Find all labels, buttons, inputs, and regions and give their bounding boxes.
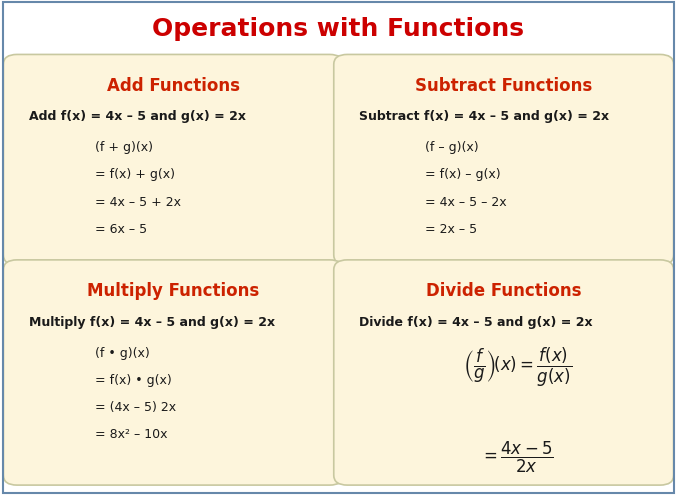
Text: Multiply f(x) = 4x – 5 and g(x) = 2x: Multiply f(x) = 4x – 5 and g(x) = 2x [29, 316, 276, 329]
Text: (f • g)(x): (f • g)(x) [95, 346, 150, 359]
FancyBboxPatch shape [3, 260, 343, 485]
Text: = (4x – 5) 2x: = (4x – 5) 2x [95, 401, 176, 414]
Text: Divide Functions: Divide Functions [426, 282, 582, 300]
FancyBboxPatch shape [334, 260, 674, 485]
Text: Subtract f(x) = 4x – 5 and g(x) = 2x: Subtract f(x) = 4x – 5 and g(x) = 2x [359, 110, 609, 123]
Text: = 8x² – 10x: = 8x² – 10x [95, 428, 168, 441]
FancyBboxPatch shape [3, 54, 343, 265]
Text: $\left(\dfrac{f}{g}\right)\!(x) = \dfrac{f(x)}{g(x)}$: $\left(\dfrac{f}{g}\right)\!(x) = \dfrac… [462, 346, 572, 389]
Text: = 4x – 5 + 2x: = 4x – 5 + 2x [95, 196, 181, 208]
Text: = f(x) • g(x): = f(x) • g(x) [95, 374, 172, 387]
Text: = 6x – 5: = 6x – 5 [95, 223, 147, 236]
FancyBboxPatch shape [334, 54, 674, 265]
Text: Divide f(x) = 4x – 5 and g(x) = 2x: Divide f(x) = 4x – 5 and g(x) = 2x [359, 316, 593, 329]
Text: = f(x) + g(x): = f(x) + g(x) [95, 168, 175, 181]
Text: (f + g)(x): (f + g)(x) [95, 141, 153, 154]
Text: Multiply Functions: Multiply Functions [87, 282, 259, 300]
Text: Operations with Functions: Operations with Functions [152, 17, 525, 41]
Text: Add Functions: Add Functions [107, 77, 240, 95]
Text: $= \dfrac{4x - 5}{2x}$: $= \dfrac{4x - 5}{2x}$ [480, 440, 554, 475]
Text: (f – g)(x): (f – g)(x) [426, 141, 479, 154]
Text: Subtract Functions: Subtract Functions [415, 77, 592, 95]
Text: = 4x – 5 – 2x: = 4x – 5 – 2x [426, 196, 507, 208]
Text: = f(x) – g(x): = f(x) – g(x) [426, 168, 501, 181]
Text: = 2x – 5: = 2x – 5 [426, 223, 477, 236]
Text: Add f(x) = 4x – 5 and g(x) = 2x: Add f(x) = 4x – 5 and g(x) = 2x [29, 110, 246, 123]
